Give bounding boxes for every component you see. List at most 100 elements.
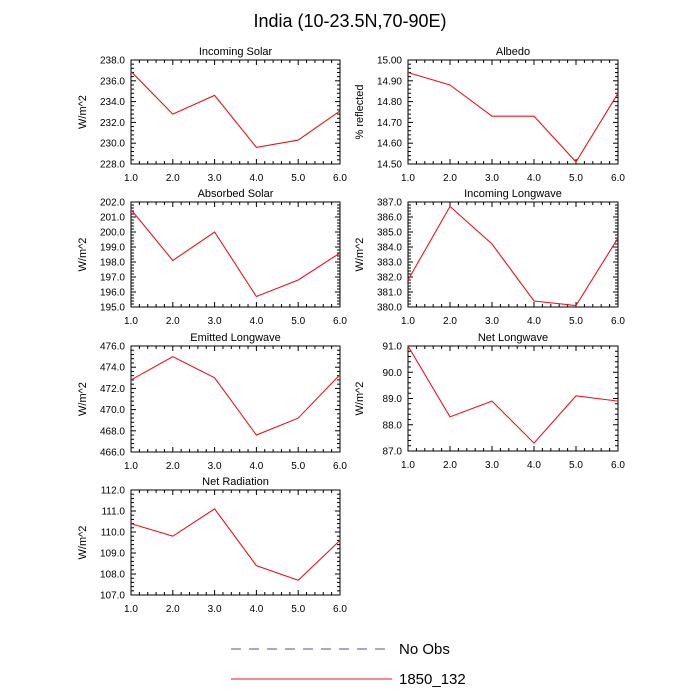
panel-title: Incoming Longwave	[464, 188, 562, 200]
y-tick-label: 380.0	[377, 303, 402, 314]
y-tick-label: 232.0	[100, 118, 125, 129]
y-axis-label: % reflected	[354, 84, 366, 139]
y-tick-label: 385.0	[377, 228, 402, 239]
y-tick-label: 89.0	[383, 394, 403, 405]
plot-frame	[130, 345, 341, 453]
x-tick-label: 3.0	[485, 460, 499, 471]
x-tick-label: 6.0	[333, 316, 347, 327]
panel-title: Absorbed Solar	[198, 188, 274, 200]
y-tick-label: 201.0	[100, 213, 125, 224]
x-tick-label: 6.0	[611, 316, 625, 327]
panel-0: Incoming Solar W/m^2 1.0 2.0 3.0 4.0 5.0 6.0 228…	[77, 46, 347, 184]
x-tick-label: 4.0	[249, 604, 263, 615]
x-tick-label: 4.0	[527, 316, 541, 327]
y-axis-label: W/m^2	[77, 526, 89, 560]
legend-label: 1850_132	[399, 671, 466, 688]
y-tick-label: 196.0	[100, 288, 125, 299]
y-tick-label: 387.0	[377, 198, 402, 209]
y-tick-label: 230.0	[100, 139, 125, 150]
y-tick-label: 238.0	[100, 56, 125, 67]
x-tick-label: 3.0	[485, 316, 499, 327]
x-tick-label: 5.0	[291, 461, 305, 472]
y-tick-label: 14.50	[377, 160, 402, 171]
panel-title: Net Radiation	[202, 476, 269, 488]
x-tick-label: 5.0	[569, 173, 583, 184]
x-tick-label: 2.0	[166, 604, 180, 615]
y-axis-label: W/m^2	[77, 238, 89, 272]
x-tick-label: 4.0	[527, 460, 541, 471]
y-tick-label: 386.0	[377, 213, 402, 224]
y-tick-label: 108.0	[100, 570, 125, 581]
y-tick-label: 470.0	[100, 405, 125, 416]
y-tick-label: 472.0	[100, 384, 125, 395]
plot-frame	[130, 59, 341, 165]
y-tick-label: 107.0	[100, 591, 125, 602]
panel-title: Incoming Solar	[199, 46, 273, 58]
y-tick-label: 466.0	[100, 448, 125, 459]
x-tick-label: 6.0	[333, 604, 347, 615]
x-tick-label: 4.0	[249, 173, 263, 184]
x-tick-label: 6.0	[333, 173, 347, 184]
series-line	[130, 209, 341, 298]
x-tick-label: 1.0	[401, 460, 415, 471]
y-tick-label: 15.00	[377, 56, 402, 67]
x-tick-label: 4.0	[249, 316, 263, 327]
x-tick-label: 5.0	[291, 316, 305, 327]
y-tick-label: 88.0	[383, 420, 403, 431]
y-axis-label: W/m^2	[77, 95, 89, 129]
y-tick-label: 476.0	[100, 342, 125, 353]
y-tick-label: 111.0	[101, 507, 125, 518]
y-axis-label: W/m^2	[77, 382, 89, 416]
x-tick-label: 3.0	[485, 173, 499, 184]
x-tick-label: 4.0	[527, 173, 541, 184]
y-tick-label: 384.0	[377, 243, 402, 254]
x-tick-label: 5.0	[569, 316, 583, 327]
x-tick-label: 2.0	[443, 316, 457, 327]
x-tick-label: 3.0	[208, 461, 222, 472]
legend: No Obs 1850_132	[231, 641, 466, 688]
series-line	[130, 71, 341, 148]
y-tick-label: 109.0	[100, 549, 125, 560]
plot-frame	[130, 201, 341, 308]
y-tick-label: 90.0	[383, 368, 403, 379]
y-tick-label: 14.60	[377, 139, 402, 150]
panel-title: Emitted Longwave	[190, 332, 281, 344]
x-tick-label: 3.0	[208, 604, 222, 615]
x-tick-label: 1.0	[124, 316, 138, 327]
series-line	[130, 355, 341, 436]
panel-2: Absorbed Solar W/m^2 1.0 2.0 3.0 4.0 5.0 6.0 195…	[77, 188, 347, 327]
y-tick-label: 381.0	[377, 288, 402, 299]
x-tick-label: 6.0	[611, 173, 625, 184]
legend-label: No Obs	[399, 641, 450, 658]
y-tick-label: 468.0	[100, 426, 125, 437]
x-tick-label: 3.0	[208, 173, 222, 184]
y-tick-label: 199.0	[100, 243, 125, 254]
panel-title: Albedo	[496, 46, 530, 58]
y-axis-label: W/m^2	[354, 238, 366, 272]
series-line	[407, 71, 619, 163]
y-axis-label: W/m^2	[354, 382, 366, 416]
y-tick-label: 236.0	[100, 76, 125, 87]
y-tick-label: 200.0	[100, 228, 125, 239]
x-tick-label: 2.0	[166, 173, 180, 184]
y-tick-label: 202.0	[100, 198, 125, 209]
x-tick-label: 1.0	[124, 604, 138, 615]
plot-frame	[130, 489, 341, 596]
x-tick-label: 5.0	[291, 173, 305, 184]
plot-frame	[407, 201, 619, 308]
x-tick-label: 2.0	[166, 316, 180, 327]
y-tick-label: 234.0	[100, 97, 125, 108]
x-tick-label: 6.0	[333, 461, 347, 472]
y-tick-label: 474.0	[100, 363, 125, 374]
series-line	[130, 508, 341, 581]
y-tick-label: 197.0	[100, 273, 125, 284]
x-tick-label: 2.0	[166, 461, 180, 472]
x-tick-label: 5.0	[569, 460, 583, 471]
y-tick-label: 110.0	[101, 528, 126, 539]
x-tick-label: 2.0	[443, 460, 457, 471]
x-tick-label: 1.0	[401, 173, 415, 184]
x-tick-label: 4.0	[249, 461, 263, 472]
figure-title: India (10-23.5N,70-90E)	[253, 11, 446, 31]
series-line	[407, 345, 619, 444]
